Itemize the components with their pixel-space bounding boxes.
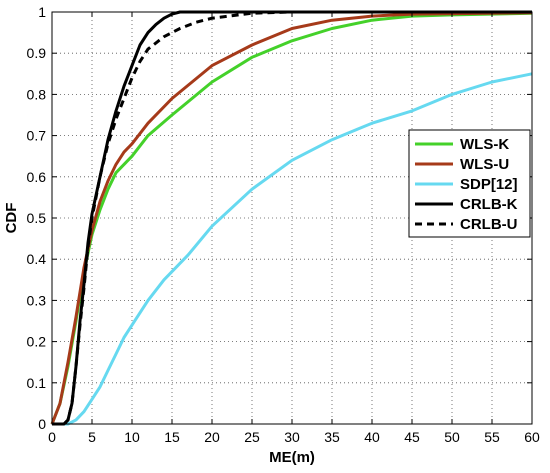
y-tick-label: 0.5 — [27, 210, 47, 226]
y-tick-label: 0.9 — [27, 45, 47, 61]
legend-label: SDP[12] — [460, 176, 518, 193]
series-line-sdp-12 — [52, 72, 533, 426]
series-line-wls-u — [50, 11, 533, 425]
x-tick-label: 35 — [324, 429, 340, 445]
series-line-crlb-u — [52, 10, 532, 426]
legend-label: WLS-K — [460, 136, 509, 153]
x-tick-label: 45 — [404, 429, 420, 445]
axis-ticks: 0 5 10 15 20 25 30 35 40 45 50 55 60 0 0.1 0.2 0.3 0.4 0.5… — [27, 4, 540, 445]
y-tick-label: 0.3 — [27, 292, 47, 308]
x-tick-label: 10 — [124, 429, 140, 445]
y-tick-label: 0.6 — [27, 169, 47, 185]
x-tick-label: 60 — [524, 429, 540, 445]
x-tick-label: 25 — [244, 429, 260, 445]
x-tick-label: 55 — [484, 429, 500, 445]
legend-label: WLS-U — [460, 156, 509, 173]
x-tick-label: 5 — [88, 429, 96, 445]
y-tick-label: 0.8 — [27, 86, 47, 102]
legend-label: CRLB-K — [460, 196, 518, 213]
series-lines — [50, 10, 533, 426]
x-tick-label: 0 — [48, 429, 56, 445]
y-tick-label: 0.1 — [27, 375, 47, 391]
x-tick-label: 15 — [164, 429, 180, 445]
x-axis-label: ME(m) — [269, 449, 315, 466]
y-tick-label: 1 — [38, 4, 46, 20]
x-tick-label: 50 — [444, 429, 460, 445]
legend-label: CRLB-U — [460, 216, 518, 233]
x-tick-label: 30 — [284, 429, 300, 445]
y-axis-label: CDF — [3, 203, 20, 234]
legend: WLS-K WLS-U SDP[12] CRLB-K CRLB-U — [408, 129, 531, 238]
y-tick-label: 0.2 — [27, 334, 47, 350]
x-tick-label: 40 — [364, 429, 380, 445]
y-tick-label: 0.7 — [27, 128, 47, 144]
y-tick-label: 0.4 — [27, 251, 47, 267]
y-tick-label: 0 — [38, 416, 46, 432]
x-tick-label: 20 — [204, 429, 220, 445]
